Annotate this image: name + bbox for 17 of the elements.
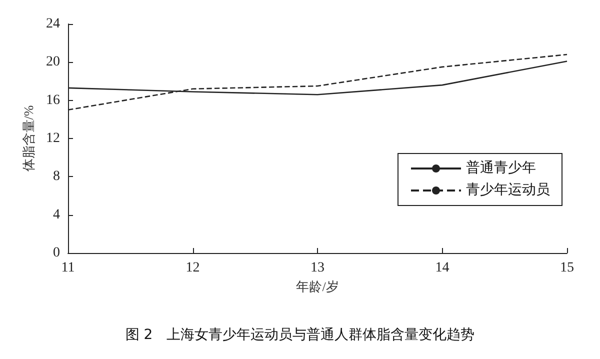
x-axis-title: 年龄/岁 bbox=[296, 278, 339, 294]
legend-label: 普通青少年 bbox=[466, 159, 536, 176]
y-tick-label: 16 bbox=[46, 92, 60, 108]
text: 图 2 上海女青少年运动员与普通人群体脂含量变化趋势 bbox=[125, 326, 475, 343]
x-tick-label: 13 bbox=[310, 260, 324, 276]
y-tick-label: 8 bbox=[53, 169, 60, 184]
y-tick-label: 20 bbox=[46, 54, 60, 70]
x-tick-label: 11 bbox=[61, 260, 75, 276]
y-tick-label: 4 bbox=[53, 207, 60, 222]
legend-label: 青少年运动员 bbox=[466, 182, 550, 198]
y-tick-label: 0 bbox=[53, 246, 60, 260]
x-tick-label: 15 bbox=[560, 260, 574, 276]
x-tick-label: 12 bbox=[186, 260, 200, 276]
y-tick-label: 12 bbox=[46, 131, 60, 146]
x-tick-label: 14 bbox=[435, 260, 450, 276]
y-tick-label: 24 bbox=[46, 16, 60, 32]
y-axis-title: 体脂含量/% bbox=[21, 105, 36, 172]
